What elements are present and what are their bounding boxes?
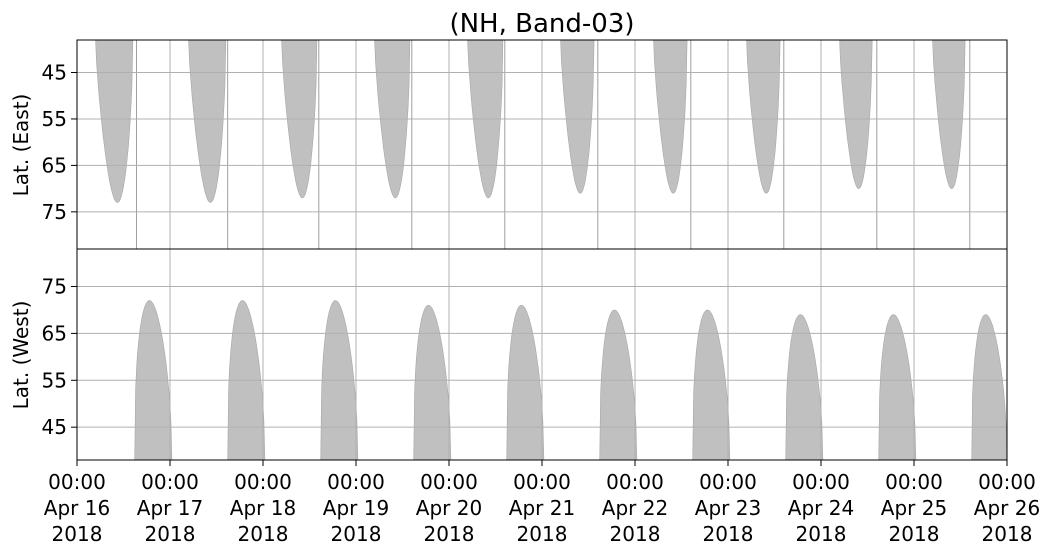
x-tick-label: Apr 21 — [509, 496, 575, 520]
coverage-swath-west-5 — [506, 304, 545, 461]
x-tick-label: Apr 16 — [44, 496, 110, 520]
coverage-swath-west-7 — [692, 309, 731, 461]
east-panel: 45 55 65 75 Lat. (East) — [9, 39, 1008, 249]
y-tick-label: 45 — [42, 415, 67, 439]
y-tick-label: 45 — [42, 61, 67, 85]
east-y-ticks: 45 55 65 75 — [42, 61, 77, 224]
y-tick-label: 75 — [42, 200, 67, 224]
x-tick-label: Apr 17 — [137, 496, 203, 520]
coverage-swath-west-9 — [878, 314, 917, 461]
x-tick-label: 2018 — [982, 522, 1033, 546]
x-tick-label: 00:00 — [792, 470, 850, 494]
x-tick-label: 00:00 — [699, 470, 757, 494]
x-tick-label: Apr 25 — [881, 496, 947, 520]
x-tick-label: 2018 — [331, 522, 382, 546]
x-tick-label: 00:00 — [513, 470, 571, 494]
x-tick-label: 00:00 — [234, 470, 292, 494]
y-tick-label: 55 — [42, 368, 67, 392]
coverage-swath-east-10 — [932, 39, 966, 189]
x-tick-label: Apr 23 — [695, 496, 761, 520]
x-tick-label: Apr 18 — [230, 496, 296, 520]
coverage-swath-east-6 — [560, 39, 595, 194]
x-tick-label: 00:00 — [48, 470, 106, 494]
west-y-axis-label: Lat. (West) — [9, 301, 33, 410]
x-tick-label: 2018 — [517, 522, 568, 546]
coverage-swath-east-2 — [188, 39, 227, 203]
x-tick-label: Apr 26 — [974, 496, 1040, 520]
x-tick-label: Apr 24 — [788, 496, 854, 520]
x-tick-label: 2018 — [796, 522, 847, 546]
coverage-swath-east-7 — [653, 39, 688, 194]
x-tick-label: 2018 — [238, 522, 289, 546]
x-tick-label: 00:00 — [978, 470, 1036, 494]
coverage-swath-west-6 — [599, 309, 638, 461]
east-y-axis-label: Lat. (East) — [9, 94, 33, 197]
coverage-swath-west-4 — [413, 304, 452, 461]
east-coverage-layer — [95, 39, 971, 249]
x-tick-label: 2018 — [52, 522, 103, 546]
y-tick-label: 65 — [42, 321, 67, 345]
coverage-swath-east-8 — [746, 39, 781, 194]
x-tick-label: 2018 — [145, 522, 196, 546]
x-tick-label: 00:00 — [420, 470, 478, 494]
coverage-swath-west-10 — [971, 314, 1008, 461]
x-tick-label: Apr 20 — [416, 496, 482, 520]
x-tick-label: 2018 — [610, 522, 661, 546]
chart-title: (NH, Band-03) — [449, 9, 634, 39]
x-tick-label: 00:00 — [606, 470, 664, 494]
y-tick-label: 55 — [42, 107, 67, 131]
x-tick-label: 00:00 — [141, 470, 199, 494]
west-y-ticks: 45 55 65 75 — [42, 275, 77, 439]
x-tick-label: 2018 — [703, 522, 754, 546]
x-tick-label: 00:00 — [327, 470, 385, 494]
coverage-swath-east-1 — [95, 39, 134, 203]
y-tick-label: 75 — [42, 275, 67, 299]
west-panel: 45 55 65 75 Lat. (West) — [9, 249, 1008, 461]
west-grid — [76, 249, 1008, 460]
coverage-swath-west-8 — [785, 314, 824, 461]
y-tick-label: 65 — [42, 153, 67, 177]
x-tick-label: Apr 22 — [602, 496, 668, 520]
x-tick-label: 2018 — [889, 522, 940, 546]
coverage-swath-east-9 — [839, 39, 873, 189]
x-tick-label: 00:00 — [885, 470, 943, 494]
x-tick-label: 2018 — [424, 522, 475, 546]
x-tick-label: Apr 19 — [323, 496, 389, 520]
